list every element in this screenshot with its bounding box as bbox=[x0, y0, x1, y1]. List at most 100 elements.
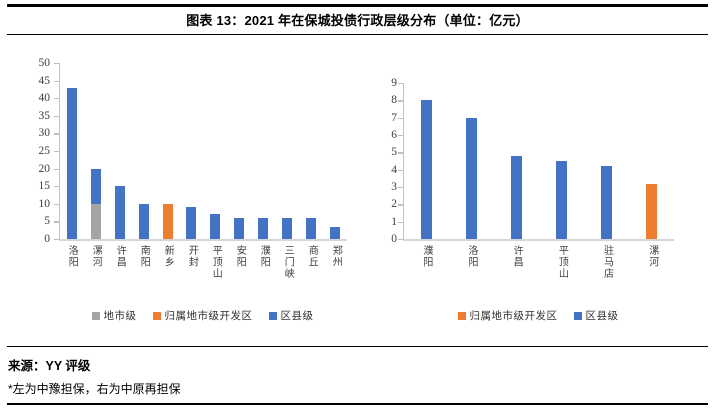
y-axis-tick bbox=[53, 221, 59, 223]
bars-group bbox=[404, 83, 674, 239]
footnote-text: *左为中豫担保，右为中原再担保 bbox=[8, 382, 181, 396]
bar-濮阳 bbox=[421, 100, 432, 239]
source-rule bbox=[7, 346, 708, 348]
x-axis-label-slot: 安阳 bbox=[227, 245, 251, 280]
title-rule bbox=[7, 33, 708, 35]
x-axis-labels: 濮阳 洛阳 许昌 平顶山 驻马店 漯河 bbox=[403, 245, 674, 280]
bar-漯河 bbox=[646, 183, 657, 239]
x-axis-label-slot: 三门峡 bbox=[275, 245, 299, 280]
y-axis-label: 0 bbox=[44, 233, 50, 245]
y-axis-tick bbox=[397, 221, 403, 223]
y-axis-label: 45 bbox=[38, 74, 51, 87]
bar-segment-区县级 bbox=[90, 168, 101, 204]
y-axis-tick bbox=[53, 80, 59, 82]
bar-segment-区县级 bbox=[234, 217, 245, 239]
x-axis-labels: 洛阳 漯河 许昌 南阳 新乡 开封 平顶山 安阳 濮阳 三门峡 商丘 郑州 bbox=[59, 245, 347, 280]
legend-item-地市级: 地市级 bbox=[91, 308, 137, 323]
y-axis-tick bbox=[53, 115, 59, 117]
bar-segment-区县级 bbox=[466, 117, 477, 239]
y-axis-label: 5 bbox=[44, 215, 50, 228]
x-axis-label-slot: 开封 bbox=[179, 245, 203, 280]
y-axis-label: 8 bbox=[391, 94, 397, 107]
y-axis-label: 6 bbox=[391, 129, 397, 141]
y-axis: 9 8 7 6 5 4 3 2 1 0 bbox=[365, 77, 403, 245]
legend-item-归属地市级开发区: 归属地市级开发区 bbox=[457, 308, 558, 323]
y-axis-label: 25 bbox=[38, 145, 51, 157]
y-axis-tick bbox=[53, 186, 59, 188]
top-rule bbox=[7, 4, 708, 7]
bars-group bbox=[60, 63, 347, 239]
y-axis-tick bbox=[397, 187, 403, 189]
x-axis-label-slot: 商丘 bbox=[299, 245, 323, 280]
bar-许昌 bbox=[511, 155, 522, 239]
bar-segment-区县级 bbox=[210, 213, 221, 239]
x-axis-label-slot: 平顶山 bbox=[539, 245, 584, 280]
legend-swatch bbox=[457, 311, 466, 320]
bar-segment-归属地市级开发区 bbox=[646, 183, 657, 239]
bar-segment-区县级 bbox=[556, 161, 567, 239]
right-chart-legend: 归属地市级开发区 区县级 bbox=[403, 308, 673, 323]
y-axis-label: 2 bbox=[391, 198, 397, 211]
y-axis-tick bbox=[53, 203, 59, 205]
y-axis: 50 45 40 35 30 25 20 15 10 5 0 bbox=[20, 57, 59, 245]
x-axis-label: 许昌 bbox=[511, 245, 523, 268]
legend-swatch bbox=[268, 311, 277, 320]
bar-安阳 bbox=[234, 217, 245, 239]
legend-label: 归属地市级开发区 bbox=[469, 311, 558, 322]
source-text: 来源：YY 评级 bbox=[8, 359, 91, 373]
x-axis-label: 平顶山 bbox=[556, 245, 568, 280]
y-axis-tick bbox=[53, 151, 59, 153]
y-axis-label: 40 bbox=[38, 92, 51, 105]
bar-平顶山 bbox=[210, 213, 221, 239]
bar-segment-归属地市级开发区 bbox=[162, 203, 173, 239]
y-axis-label: 30 bbox=[38, 127, 51, 140]
x-axis-label-slot: 新乡 bbox=[155, 245, 179, 280]
bar-segment-区县级 bbox=[601, 166, 612, 239]
x-axis-label-slot: 平顶山 bbox=[203, 245, 227, 280]
bar-濮阳 bbox=[258, 217, 269, 239]
plot-area bbox=[397, 83, 674, 241]
bar-segment-区县级 bbox=[258, 217, 269, 239]
bar-segment-区县级 bbox=[138, 203, 149, 239]
bar-平顶山 bbox=[556, 161, 567, 239]
bar-segment-区县级 bbox=[511, 155, 522, 239]
bar-三门峡 bbox=[282, 217, 293, 239]
x-axis-label-slot: 郑州 bbox=[323, 245, 347, 280]
x-axis-label-slot: 濮阳 bbox=[403, 245, 448, 280]
y-axis-tick bbox=[397, 83, 403, 85]
legend-item-区县级: 区县级 bbox=[268, 308, 314, 323]
y-axis-tick bbox=[397, 100, 403, 102]
legend-item-归属地市级开发区: 归属地市级开发区 bbox=[152, 308, 253, 323]
bar-segment-区县级 bbox=[329, 226, 340, 239]
x-axis-label: 许昌 bbox=[114, 245, 126, 268]
plot-area-wrap: 濮阳 洛阳 许昌 平顶山 驻马店 漯河 bbox=[397, 83, 674, 280]
x-axis-label: 新乡 bbox=[162, 245, 174, 268]
y-axis-tick bbox=[397, 239, 403, 241]
x-axis-label: 濮阳 bbox=[258, 245, 270, 268]
legend-item-区县级: 区县级 bbox=[573, 308, 619, 323]
y-axis-label: 4 bbox=[391, 163, 397, 176]
y-axis-tick bbox=[53, 133, 59, 135]
y-axis-tick bbox=[53, 98, 59, 100]
y-axis-label: 20 bbox=[38, 162, 51, 175]
left-chart-legend: 地市级 归属地市级开发区 区县级 bbox=[59, 308, 346, 323]
bar-许昌 bbox=[114, 186, 125, 239]
x-axis-label: 平顶山 bbox=[210, 245, 222, 280]
x-axis-label: 郑州 bbox=[330, 245, 342, 268]
y-axis-label: 0 bbox=[391, 233, 397, 245]
x-axis-label-slot: 驻马店 bbox=[584, 245, 629, 280]
x-axis-label: 三门峡 bbox=[282, 245, 294, 280]
bar-开封 bbox=[186, 207, 197, 239]
x-axis-label: 漯河 bbox=[646, 245, 658, 268]
bottom-rule bbox=[7, 402, 708, 405]
y-axis-label: 1 bbox=[391, 215, 397, 228]
bar-新乡 bbox=[162, 203, 173, 239]
legend-label: 区县级 bbox=[585, 311, 619, 322]
x-axis-label: 安阳 bbox=[234, 245, 246, 268]
y-axis-tick bbox=[397, 117, 403, 119]
x-axis-label-slot: 许昌 bbox=[107, 245, 131, 280]
bar-segment-区县级 bbox=[421, 100, 432, 239]
y-axis-label: 50 bbox=[38, 57, 51, 69]
x-axis-label: 濮阳 bbox=[420, 245, 432, 268]
